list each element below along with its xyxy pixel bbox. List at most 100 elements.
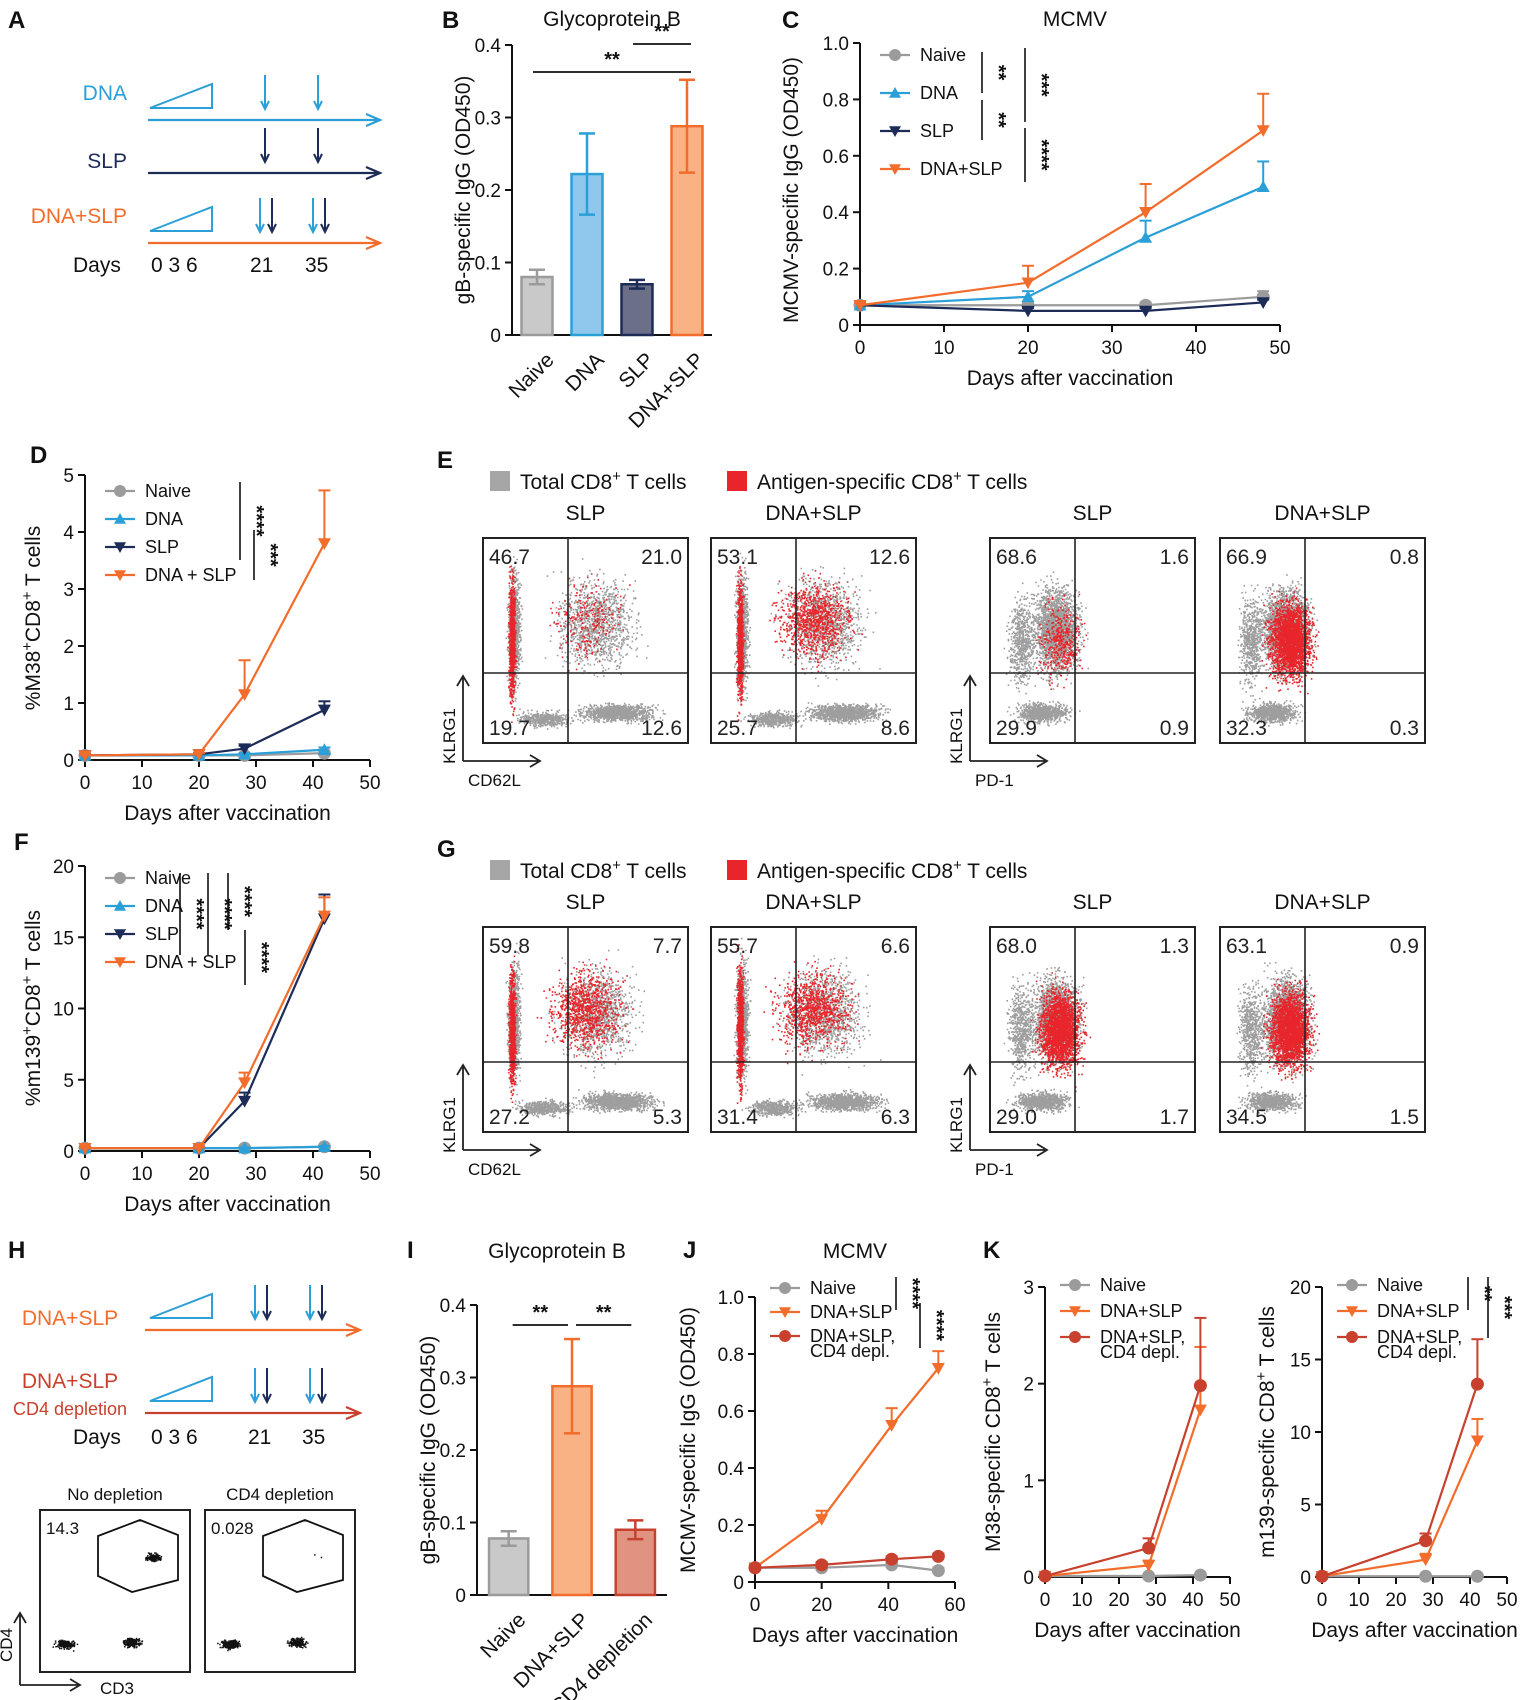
y-tick-label: 0: [63, 751, 74, 772]
dots: [505, 942, 665, 1119]
x-tick-label: 50: [1269, 338, 1290, 359]
significance-label: ****: [1030, 139, 1052, 170]
y-tick-label: 0: [1300, 1568, 1311, 1589]
quadrant-value: 1.5: [1390, 1106, 1419, 1129]
data-point: [78, 750, 92, 762]
y-tick-label: 10: [53, 1000, 74, 1021]
y-axis-label: KLRG1: [947, 708, 966, 764]
x-axis-arrow: [970, 754, 1049, 768]
quadrant-value: 6.3: [881, 1106, 910, 1129]
y-tick-label: 0: [490, 326, 501, 347]
bar: [487, 1537, 530, 1597]
gate-value: 14.3: [46, 1519, 79, 1538]
dot-cloud: [536, 958, 634, 1060]
timeline-arrow: [145, 1322, 363, 1338]
data-point: [815, 1514, 829, 1526]
y-tick-label: 1.0: [823, 34, 849, 55]
cd4-gate: [97, 1519, 179, 1593]
day-21: 21: [248, 1426, 271, 1449]
cd4-gate: [262, 1519, 344, 1593]
quadrant-value: 12.6: [641, 717, 682, 740]
days-label: Days: [73, 254, 121, 277]
y-tick-label: 10: [1290, 1423, 1311, 1444]
y-tick-label: 0.2: [718, 1516, 744, 1537]
y-axis-label: %m139+CD8+ T cells: [20, 910, 45, 1106]
flow-plot-title: SLP: [1073, 502, 1113, 525]
quadrant-value: 7.7: [653, 935, 682, 958]
x-axis-label: Days after vaccination: [1311, 1619, 1518, 1642]
data-point: [815, 1558, 829, 1572]
series-dna-slp-cd4-depl-: [1038, 1316, 1207, 1583]
legend-label: DNA + SLP: [145, 565, 237, 585]
data-point: [238, 1141, 252, 1154]
superscript: +: [20, 642, 36, 651]
quadrant-value: 0.9: [1390, 935, 1419, 958]
data-point: [779, 1330, 791, 1342]
x-tick-label: 60: [944, 1595, 965, 1616]
x-tick-label: 10: [1071, 1590, 1092, 1611]
injection-arrow: [308, 198, 318, 235]
quadrant-value: 66.9: [1226, 546, 1267, 569]
series-line: [860, 295, 1264, 307]
y-axis-label: m139-specific CD8+ T cells: [1254, 1306, 1279, 1558]
dot-cloud: [1022, 966, 1088, 1077]
quadrant-value: 1.3: [1160, 935, 1189, 958]
injection-arrow: [317, 1368, 327, 1405]
plot-frame: [204, 1509, 356, 1673]
y-axis-label: KLRG1: [947, 1097, 966, 1153]
y-tick-label: 0.2: [440, 1441, 466, 1462]
y-axis-label: M38-specific CD8+ T cells: [980, 1312, 1005, 1552]
legend-label-cont: CD4 depl.: [1100, 1342, 1180, 1362]
panel-label: J: [683, 1237, 696, 1264]
significance-label: **: [533, 1302, 549, 1324]
series-line: [859, 129, 1264, 307]
y-tick-label: 5: [63, 1071, 74, 1092]
dot-cloud: [52, 1552, 163, 1652]
data-point: [317, 704, 331, 717]
y-tick-label: 0.4: [718, 1459, 745, 1480]
data-point: [1256, 297, 1270, 309]
y-axis-label: CD4: [0, 1628, 16, 1662]
flow-plot: SLP 68.0 1.3 29.0 1.7 PD-1 KLRG1: [947, 891, 1196, 1179]
y-axis-arrow: [963, 674, 977, 761]
data-point: [114, 570, 126, 581]
x-axis-label: Days after vaccination: [1034, 1619, 1241, 1642]
legend-label-cont: CD4 depl.: [810, 1341, 890, 1361]
y-tick-label: 0.4: [440, 1296, 467, 1317]
x-axis-label: Days after vaccination: [124, 1193, 331, 1216]
quadrant-value: 19.7: [489, 717, 530, 740]
schedule-sublabel: CD4 depletion: [13, 1399, 127, 1419]
gate-value: 0.028: [211, 1519, 254, 1538]
injection-arrow: [250, 1368, 260, 1405]
legend-label: DNA+SLP,: [1377, 1327, 1462, 1347]
data-point: [1069, 1279, 1081, 1291]
x-category-label: Naive: [476, 1608, 530, 1662]
dot-cloud: [736, 944, 746, 1104]
data-point: [1142, 1541, 1156, 1555]
plot-frame: [989, 537, 1196, 744]
series-dna-slp: [853, 92, 1270, 312]
y-tick-label: 20: [53, 857, 74, 878]
dot-cloud: [735, 566, 746, 721]
dot-cloud: [507, 955, 518, 1103]
superscript: +: [612, 469, 621, 485]
y-tick-label: 0.1: [475, 254, 501, 275]
timeline-arrow: [148, 165, 383, 181]
injection-arrow: [262, 1368, 272, 1405]
data-point: [238, 1077, 252, 1090]
data-point: [1193, 1379, 1207, 1393]
data-point: [1139, 207, 1153, 219]
text-part: T cells: [621, 471, 687, 494]
plot-frame: [39, 1509, 191, 1673]
x-tick-label: 50: [1219, 1590, 1240, 1611]
data-point: [1021, 290, 1035, 302]
flow-plot-title: DNA+SLP: [1274, 891, 1370, 914]
legend-label: Naive: [920, 45, 966, 65]
data-point: [748, 1561, 762, 1575]
panel-a: A DNA SLP DNA+SLP Days 0 3 6 21 35: [8, 7, 383, 277]
schedule-label: DNA: [83, 82, 127, 105]
quadrant-value: 55.7: [717, 935, 758, 958]
legend-label: DNA: [145, 896, 183, 916]
data-point: [238, 743, 252, 756]
x-tick-label: 40: [302, 1164, 323, 1185]
